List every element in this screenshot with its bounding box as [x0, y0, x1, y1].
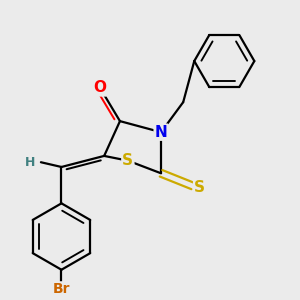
Text: S: S	[194, 180, 205, 195]
Text: N: N	[155, 125, 167, 140]
Text: S: S	[122, 153, 134, 168]
Text: Br: Br	[53, 282, 70, 296]
Text: H: H	[25, 156, 35, 169]
Text: O: O	[93, 80, 106, 95]
